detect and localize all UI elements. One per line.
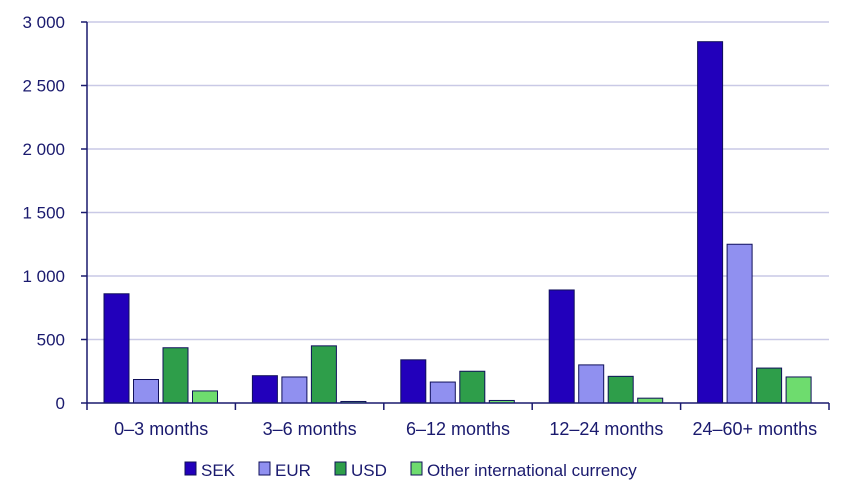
bar-eur: [429, 381, 456, 404]
x-category-label: 0–3 months: [114, 419, 208, 439]
x-category-label: 24–60+ months: [693, 419, 818, 439]
x-category-label: 3–6 months: [263, 419, 357, 439]
bar-usd: [756, 367, 783, 404]
bar-sek: [103, 293, 130, 404]
bar-sek: [697, 41, 724, 404]
legend-label: SEK: [201, 461, 236, 480]
legend-swatch: [410, 461, 423, 476]
bar-usd: [607, 375, 634, 404]
legend-label: EUR: [275, 461, 311, 480]
bar-usd: [310, 345, 337, 404]
bar-usd: [162, 347, 189, 404]
y-tick-label: 3 000: [22, 13, 65, 32]
legend-label: Other international currency: [427, 461, 637, 480]
bars: [103, 41, 812, 404]
legend-label: USD: [351, 461, 387, 480]
x-category-label: 6–12 months: [406, 419, 510, 439]
bar-other-international-currency: [192, 390, 218, 404]
x-category-label: 12–24 months: [549, 419, 663, 439]
bar-usd: [459, 370, 486, 404]
y-tick-label: 1 500: [22, 204, 65, 223]
legend-swatch: [184, 461, 197, 476]
axes: [86, 22, 830, 410]
bar-sek: [400, 359, 427, 404]
bar-eur: [281, 376, 308, 404]
bar-eur: [133, 379, 159, 404]
y-axis-ticks: 0 500 1 000 1 500 2 000 2 500 3 000: [22, 13, 87, 413]
bar-sek: [251, 375, 278, 404]
bar-other-international-currency: [785, 376, 812, 404]
bar-eur: [726, 243, 753, 404]
bar-eur: [578, 364, 605, 404]
y-tick-label: 0: [56, 394, 65, 413]
y-tick-label: 500: [37, 331, 65, 350]
x-axis-labels: 0–3 months 3–6 months 6–12 months 12–24 mon…: [114, 419, 817, 439]
legend-swatch: [258, 461, 271, 476]
y-tick-label: 1 000: [22, 267, 65, 286]
legend: SEK EUR USD Other international currency: [184, 461, 637, 480]
legend-swatch: [334, 461, 347, 476]
bar-sek: [548, 289, 575, 404]
y-tick-label: 2 500: [22, 77, 65, 96]
y-tick-label: 2 000: [22, 140, 65, 159]
